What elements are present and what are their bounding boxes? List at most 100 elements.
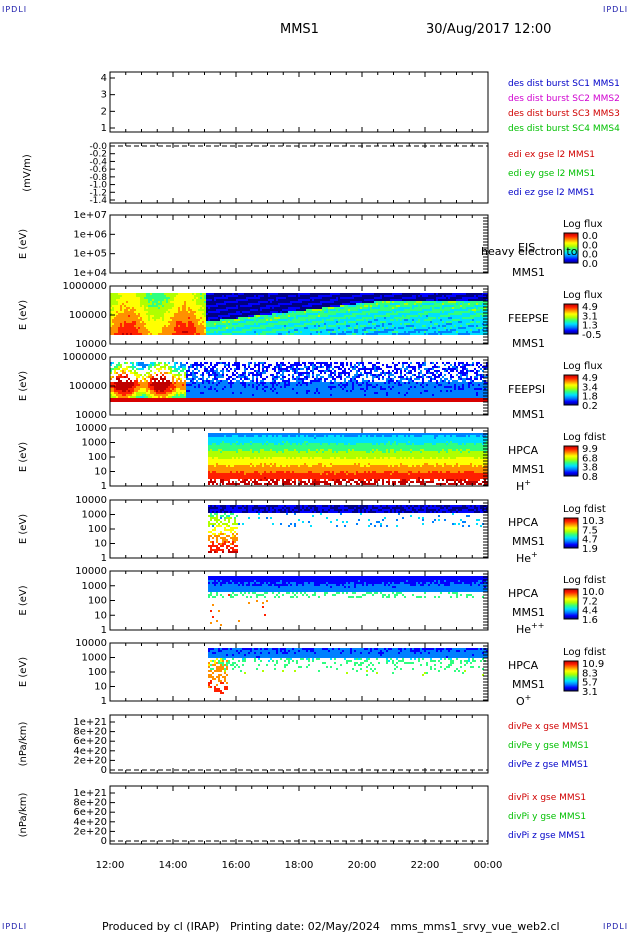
spectro-pixel bbox=[252, 307, 254, 309]
spectro-pixel bbox=[144, 301, 146, 303]
spectro-pixel bbox=[164, 372, 166, 374]
spectro-pixel bbox=[340, 317, 342, 319]
spectro-pixel bbox=[322, 319, 324, 321]
spectro-pixel bbox=[344, 309, 346, 311]
spectro-pixel bbox=[202, 319, 204, 321]
spectro-pixel bbox=[420, 301, 422, 303]
spectro-pixel bbox=[202, 396, 204, 398]
spectro-pixel bbox=[124, 307, 126, 309]
spectro-pixel bbox=[208, 303, 210, 305]
spectro-pixel bbox=[294, 331, 296, 333]
spectro-pixel bbox=[226, 327, 228, 329]
spectro-pixel bbox=[466, 303, 468, 305]
spectro-pixel bbox=[140, 390, 142, 392]
spectro-pixel bbox=[158, 323, 160, 325]
spectro-pixel bbox=[150, 364, 152, 366]
spectro-pixel bbox=[118, 366, 120, 368]
spectro-pixel bbox=[138, 307, 140, 309]
spectro-pixel bbox=[438, 311, 440, 313]
spectro-pixel bbox=[470, 305, 472, 307]
spectro-pixel bbox=[180, 327, 182, 329]
spectro-pixel bbox=[336, 307, 338, 309]
spectro-pixel bbox=[170, 315, 172, 317]
spectro-pixel bbox=[452, 295, 454, 297]
spectro-pixel bbox=[174, 319, 176, 321]
spectro-pixel bbox=[454, 325, 456, 327]
spectro-pixel bbox=[170, 305, 172, 307]
spectro-pixel bbox=[294, 321, 296, 323]
spectro-pixel bbox=[114, 382, 116, 384]
spectro-pixel bbox=[222, 319, 224, 321]
spectro-pixel bbox=[354, 329, 356, 331]
spectro-pixel bbox=[160, 321, 162, 323]
spectro-pixel bbox=[292, 297, 294, 299]
spectro-pixel bbox=[196, 293, 198, 295]
spectro-pixel bbox=[308, 293, 310, 295]
spectro-pixel bbox=[156, 398, 158, 402]
spectro-pixel bbox=[384, 333, 386, 335]
spectro-pixel bbox=[138, 394, 140, 396]
spectro-pixel bbox=[352, 311, 354, 313]
spectro-pixel bbox=[470, 311, 472, 313]
spectro-pixel bbox=[192, 394, 194, 396]
spectro-pixel bbox=[282, 297, 284, 299]
spectro-pixel bbox=[176, 293, 178, 295]
spectro-pixel bbox=[230, 303, 232, 305]
spectro-pixel bbox=[386, 311, 388, 313]
spectro-pixel bbox=[426, 311, 428, 313]
spectro-pixel bbox=[174, 396, 176, 398]
spectro-pixel bbox=[244, 295, 246, 297]
spectro-pixel bbox=[244, 331, 246, 333]
spectro-pixel bbox=[452, 325, 454, 327]
spectro-pixel bbox=[348, 317, 350, 319]
spectro-pixel bbox=[198, 392, 200, 394]
spectro-pixel bbox=[368, 297, 370, 299]
spectro-pixel bbox=[192, 315, 194, 317]
spectro-pixel bbox=[292, 313, 294, 315]
spectro-pixel bbox=[154, 329, 156, 331]
spectro-pixel bbox=[388, 295, 390, 297]
spectro-pixel bbox=[204, 394, 206, 396]
spectro-pixel bbox=[136, 364, 138, 366]
spectro-pixel bbox=[382, 327, 384, 329]
spectro-pixel bbox=[366, 303, 368, 305]
spectro-pixel bbox=[386, 333, 388, 335]
spectro-pixel bbox=[160, 382, 162, 384]
spectro-pixel bbox=[210, 305, 212, 307]
spectro-pixel bbox=[254, 307, 256, 309]
spectro-pixel bbox=[298, 303, 300, 305]
spectro-pixel bbox=[112, 309, 114, 311]
spectro-pixel bbox=[470, 321, 472, 323]
corner-label-bottom-left: IPDLI bbox=[2, 922, 28, 931]
spectro-pixel bbox=[260, 321, 262, 323]
spectro-pixel bbox=[382, 315, 384, 317]
spectro-pixel bbox=[202, 311, 204, 313]
spectro-pixel bbox=[442, 307, 444, 309]
spectro-pixel bbox=[274, 299, 276, 301]
spectro-pixel bbox=[368, 333, 370, 335]
spectro-pixel bbox=[172, 390, 174, 392]
spectro-pixel bbox=[150, 384, 152, 386]
spectro-pixel bbox=[462, 325, 464, 327]
spectro-pixel bbox=[454, 331, 456, 333]
spectro-pixel bbox=[158, 392, 160, 394]
spectro-pixel bbox=[338, 305, 340, 307]
spectro-pixel bbox=[410, 329, 412, 331]
y-tick-label: 1 bbox=[101, 123, 107, 134]
spectro-pixel bbox=[272, 325, 274, 327]
spectro-pixel bbox=[422, 333, 424, 335]
spectro-pixel bbox=[292, 315, 294, 317]
spectro-pixel bbox=[152, 323, 154, 325]
spectro-pixel bbox=[196, 384, 198, 386]
spectro-pixel bbox=[228, 299, 230, 301]
spectro-pixel bbox=[268, 297, 270, 299]
spectro-pixel bbox=[218, 333, 220, 335]
spectro-pixel bbox=[202, 392, 204, 394]
spectro-pixel bbox=[220, 299, 222, 301]
spectro-pixel bbox=[172, 299, 174, 301]
spectro-pixel bbox=[148, 323, 150, 325]
spectro-pixel bbox=[192, 295, 194, 297]
spectro-pixel bbox=[166, 295, 168, 297]
legend-entry: edi ey gse l2 MMS1 bbox=[508, 169, 595, 179]
spectro-pixel bbox=[244, 307, 246, 309]
